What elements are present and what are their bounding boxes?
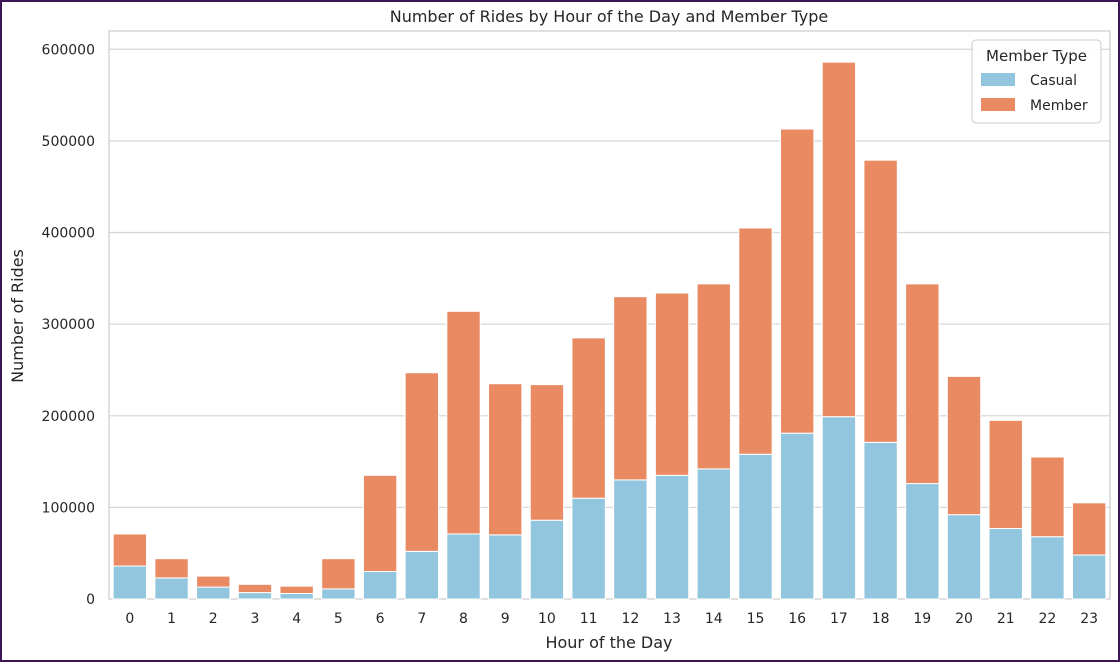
bar-casual-5 — [321, 588, 356, 600]
bar-member-15 — [738, 227, 773, 455]
bar-casual-18 — [863, 441, 898, 600]
bar-member-2 — [196, 575, 231, 588]
x-tick-label: 4 — [292, 611, 301, 627]
x-tick-label: 9 — [501, 611, 510, 627]
y-tick-label: 0 — [86, 592, 95, 608]
bar-member-23 — [1071, 502, 1107, 556]
bar-member-13 — [654, 292, 690, 476]
bars — [112, 61, 1107, 600]
bar-member-18 — [863, 159, 898, 443]
x-axis-label: Hour of the Day — [545, 633, 672, 652]
bar-casual-8 — [446, 533, 481, 600]
x-tick-label: 5 — [334, 611, 343, 627]
plot-area — [108, 30, 1111, 600]
bar-member-21 — [988, 419, 1023, 529]
bar-casual-14 — [696, 468, 731, 600]
bar-member-22 — [1030, 456, 1065, 538]
bar-member-9 — [488, 383, 523, 536]
legend-swatch-casual — [981, 73, 1015, 86]
bar-casual-0 — [112, 565, 148, 600]
bar-casual-6 — [362, 571, 398, 600]
x-tick-label: 1 — [167, 611, 176, 627]
x-tick-label: 19 — [913, 611, 931, 627]
x-tick-label: 6 — [376, 611, 385, 627]
x-tick-labels: 0 1 2 3 4 5 6 7 8 9 10 11 12 13 14 15 16 17 18 19 20 21 22 23 — [125, 611, 1098, 627]
bar-member-10 — [529, 384, 565, 521]
bar-member-12 — [613, 296, 648, 481]
bar-casual-2 — [196, 586, 231, 600]
x-tick-label: 3 — [251, 611, 260, 627]
x-tick-label: 0 — [125, 611, 134, 627]
bar-casual-3 — [237, 592, 273, 600]
bar-member-7 — [404, 372, 439, 552]
y-axis-label: Number of Rides — [8, 249, 27, 383]
legend-swatch-member — [981, 98, 1015, 111]
x-tick-label: 17 — [830, 611, 848, 627]
bar-member-19 — [905, 283, 940, 485]
bar-casual-22 — [1030, 536, 1065, 600]
bar-casual-20 — [946, 514, 982, 600]
x-tick-label: 13 — [663, 611, 681, 627]
x-tick-label: 11 — [580, 611, 598, 627]
bar-member-14 — [696, 283, 731, 470]
bar-casual-19 — [905, 483, 940, 600]
bar-member-1 — [154, 558, 189, 579]
bar-member-0 — [112, 533, 148, 567]
bar-casual-4 — [279, 593, 314, 600]
y-tick-label: 300000 — [42, 317, 95, 333]
legend-label-casual: Casual — [1030, 73, 1077, 89]
chart-title: Number of Rides by Hour of the Day and M… — [390, 7, 829, 26]
x-tick-label: 12 — [621, 611, 639, 627]
bar-member-3 — [237, 583, 273, 594]
bar-member-17 — [821, 61, 857, 418]
bar-member-8 — [446, 310, 481, 535]
bar-casual-16 — [780, 432, 815, 600]
bar-member-11 — [571, 337, 606, 499]
bar-casual-11 — [571, 497, 606, 600]
x-tick-label: 10 — [538, 611, 556, 627]
y-tick-label: 200000 — [42, 409, 95, 425]
x-tick-label: 7 — [417, 611, 426, 627]
bar-casual-7 — [404, 550, 439, 600]
plot-frame — [108, 30, 1111, 600]
x-tick-label: 14 — [705, 611, 723, 627]
y-tick-label: 500000 — [42, 134, 95, 150]
bar-member-5 — [321, 558, 356, 590]
x-tick-label: 20 — [955, 611, 973, 627]
bar-member-16 — [780, 128, 815, 434]
bar-casual-13 — [654, 474, 690, 600]
bar-casual-23 — [1071, 554, 1107, 600]
bar-member-20 — [946, 375, 982, 516]
bar-casual-10 — [529, 519, 565, 600]
x-tick-label: 8 — [459, 611, 468, 627]
bar-casual-1 — [154, 577, 189, 600]
gridlines — [109, 48, 1110, 509]
legend-label-member: Member — [1030, 98, 1088, 114]
y-tick-labels: 0 100000 200000 300000 400000 500000 600000 — [42, 42, 95, 608]
x-tick-label: 23 — [1080, 611, 1098, 627]
bar-casual-12 — [613, 479, 648, 600]
y-tick-label: 400000 — [42, 226, 95, 242]
y-tick-label: 100000 — [42, 500, 95, 516]
x-tick-label: 2 — [209, 611, 218, 627]
bar-casual-21 — [988, 527, 1023, 600]
x-tick-label: 15 — [747, 611, 765, 627]
y-tick-label: 600000 — [42, 42, 95, 58]
bar-casual-17 — [821, 416, 857, 600]
bar-casual-15 — [738, 453, 773, 600]
x-tick-label: 22 — [1039, 611, 1057, 627]
bar-member-6 — [362, 474, 398, 573]
x-tick-label: 21 — [997, 611, 1015, 627]
bar-casual-9 — [488, 534, 523, 600]
bar-member-4 — [279, 585, 314, 595]
legend: Member Type Casual Member — [971, 39, 1102, 124]
x-tick-label: 18 — [872, 611, 890, 627]
legend-title: Member Type — [986, 47, 1087, 65]
x-tick-label: 16 — [788, 611, 806, 627]
